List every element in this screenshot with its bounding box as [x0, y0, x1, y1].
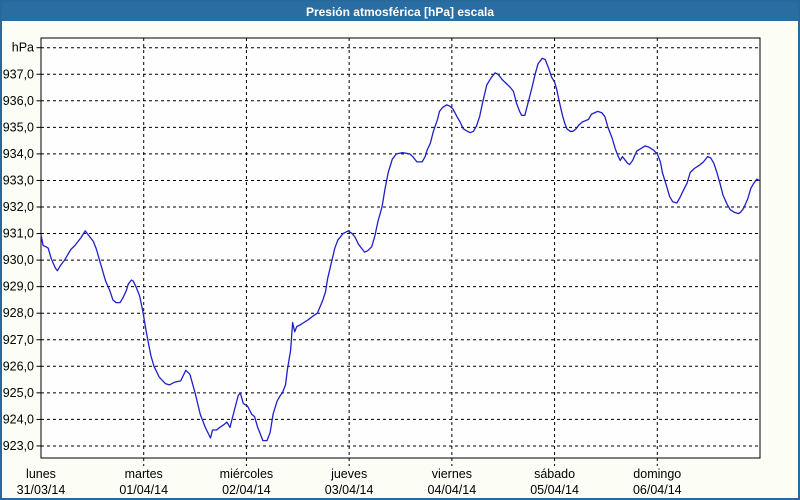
y-tick-label: 929,0: [3, 280, 34, 294]
y-tick-label: 926,0: [3, 359, 34, 373]
x-day-date-label: 05/04/14: [530, 483, 579, 497]
y-tick-label: 925,0: [3, 386, 34, 400]
y-tick-label: 924,0: [3, 412, 34, 426]
x-day-name-label: jueves: [330, 467, 367, 481]
plot-area: [41, 38, 760, 458]
x-day-name-label: miércoles: [220, 467, 274, 481]
chart-title: Presión atmosférica [hPa] escala: [305, 4, 495, 19]
y-tick-label: 933,0: [3, 173, 34, 187]
x-day-date-label: 04/04/14: [428, 483, 477, 497]
x-day-name-label: sábado: [534, 467, 575, 481]
x-day-date-label: 01/04/14: [119, 483, 168, 497]
x-day-name-label: martes: [125, 467, 163, 481]
y-tick-label: 928,0: [3, 306, 34, 320]
x-day-date-label: 03/04/14: [325, 483, 374, 497]
y-tick-label: 932,0: [3, 200, 34, 214]
y-tick-label: 927,0: [3, 333, 34, 347]
y-tick-label: 935,0: [3, 120, 34, 134]
y-tick-label: 930,0: [3, 253, 34, 267]
x-day-date-label: 31/03/14: [17, 483, 66, 497]
plot-border: [40, 37, 761, 459]
x-day-date-label: 06/04/14: [633, 483, 682, 497]
y-tick-label: 923,0: [3, 439, 34, 453]
chart-title-bar: Presión atmosférica [hPa] escala: [2, 2, 798, 21]
x-day-name-label: lunes: [26, 467, 56, 481]
y-axis-unit-label: hPa: [12, 41, 34, 55]
x-day-name-label: viernes: [432, 467, 472, 481]
y-tick-label: 937,0: [3, 67, 34, 81]
x-day-name-label: domingo: [633, 467, 681, 481]
y-tick-label: 936,0: [3, 94, 34, 108]
pressure-series-line: [40, 57, 760, 442]
x-day-date-label: 02/04/14: [222, 483, 271, 497]
y-tick-label: 931,0: [3, 227, 34, 241]
y-tick-label: 934,0: [3, 147, 34, 161]
